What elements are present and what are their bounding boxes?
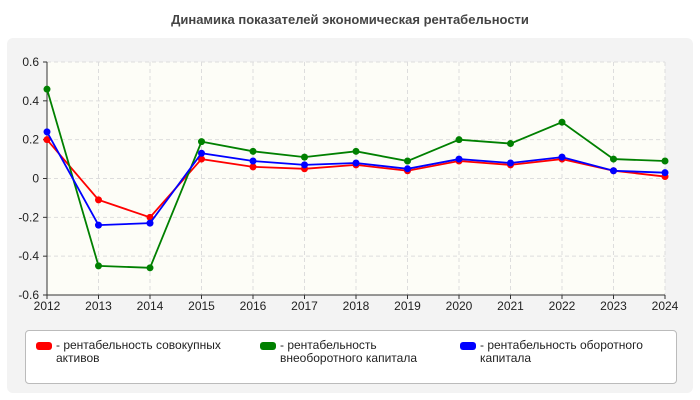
legend-label: - рентабельность внеоборотного капитала: [280, 338, 417, 365]
x-tick-label: 2015: [188, 299, 215, 313]
data-point: [301, 161, 308, 169]
x-tick-label: 2019: [394, 299, 421, 313]
x-tick-label: 2012: [34, 299, 61, 313]
data-point: [249, 147, 257, 155]
y-tick-label: 0.2: [22, 133, 39, 147]
x-tick-label: 2022: [549, 299, 576, 313]
data-point: [95, 262, 102, 270]
data-point: [249, 163, 257, 171]
data-point: [661, 169, 669, 177]
data-point: [95, 221, 102, 229]
data-point: [404, 165, 411, 173]
x-tick-label: 2013: [85, 299, 112, 313]
legend-swatch: [460, 342, 476, 350]
data-point: [43, 136, 51, 144]
x-tick-label: 2023: [600, 299, 627, 313]
data-point: [198, 138, 205, 146]
data-point: [43, 128, 51, 136]
data-point: [610, 155, 617, 163]
data-point: [249, 157, 257, 165]
legend-label: - рентабельность оборотного капитала: [480, 338, 643, 365]
legend-swatch: [260, 342, 276, 350]
data-point: [198, 155, 205, 163]
data-point: [95, 196, 102, 204]
data-point: [558, 118, 566, 126]
legend-swatch: [36, 342, 52, 350]
data-point: [661, 157, 669, 165]
data-point: [301, 153, 308, 161]
y-tick-label: 0.4: [22, 94, 39, 108]
y-tick-label: 0: [32, 172, 39, 186]
x-tick-label: 2020: [446, 299, 473, 313]
x-tick-label: 2016: [240, 299, 267, 313]
x-tick-label: 2014: [137, 299, 164, 313]
data-point: [352, 159, 360, 167]
data-point: [455, 136, 463, 144]
data-point: [198, 149, 205, 157]
x-tick-label: 2021: [497, 299, 524, 313]
y-tick-label: 0.6: [22, 55, 39, 69]
legend: - рентабельность совокупных активов - ре…: [25, 330, 677, 384]
y-tick-label: -0.2: [18, 210, 39, 224]
data-point: [43, 85, 51, 93]
data-point: [507, 159, 514, 167]
legend-label: - рентабельность совокупных активов: [56, 338, 221, 365]
y-tick-label: -0.4: [18, 249, 39, 263]
data-point: [146, 264, 154, 272]
y-tick-label: -0.6: [18, 288, 39, 302]
x-tick-label: 2018: [343, 299, 370, 313]
data-point: [146, 213, 154, 221]
data-point: [404, 157, 411, 165]
x-tick-label: 2017: [291, 299, 318, 313]
data-point: [146, 219, 154, 227]
legend-item-assets: - рентабельность совокупных активов: [36, 339, 246, 365]
data-point: [352, 147, 360, 155]
data-point: [610, 167, 617, 175]
data-point: [558, 153, 566, 161]
x-tick-label: 2024: [652, 299, 679, 313]
legend-item-current: - рентабельность оборотного капитала: [460, 339, 670, 365]
legend-item-noncurrent: - рентабельность внеоборотного капитала: [260, 339, 440, 365]
data-point: [507, 140, 514, 148]
data-point: [455, 155, 463, 163]
chart-title: Динамика показателей экономическая рента…: [171, 12, 529, 27]
